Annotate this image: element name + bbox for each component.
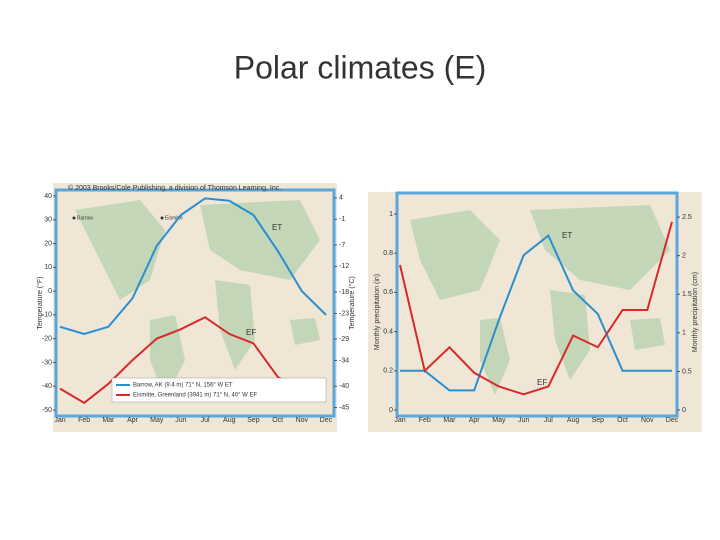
- x-tick-label: Nov: [641, 417, 654, 424]
- y-tick-label: -20: [42, 336, 52, 343]
- x-tick-label: Jan: [394, 417, 405, 424]
- annotation: ET: [272, 223, 282, 232]
- y-tick-label: -40: [42, 383, 52, 390]
- y-tick-label: 0: [389, 407, 393, 414]
- y2-tick-label: -12: [339, 263, 349, 270]
- y-tick-label: 0.2: [383, 368, 393, 375]
- credit: © 2003 Brooks/Cole Publishing, a divisio…: [68, 184, 281, 192]
- y-tick-label: 0: [48, 288, 52, 295]
- annotation: EF: [537, 378, 547, 387]
- y-tick-label: 30: [44, 217, 52, 224]
- y2-axis-label: Temperature (°C): [348, 276, 356, 330]
- x-tick-label: Jun: [518, 417, 529, 424]
- y2-tick-label: 0.5: [682, 368, 692, 375]
- y2-tick-label: -23: [339, 310, 349, 317]
- y-axis-label: Temperature (°F): [36, 277, 44, 330]
- x-tick-label: Aug: [567, 417, 580, 424]
- y2-tick-label: -1: [339, 216, 345, 223]
- y2-tick-label: 1: [682, 330, 686, 337]
- y2-tick-label: 2: [682, 253, 686, 260]
- x-tick-label: Nov: [296, 417, 309, 424]
- series-line: [399, 221, 673, 396]
- y-tick-label: 1: [389, 211, 393, 218]
- map-label: Barrow: [77, 215, 93, 221]
- annotation: EF: [246, 328, 256, 337]
- y-tick-label: 40: [44, 193, 52, 200]
- y2-tick-label: -34: [339, 357, 349, 364]
- x-tick-label: Mar: [443, 417, 456, 424]
- annotation: ET: [562, 231, 572, 240]
- y-tick-label: 0.4: [383, 328, 393, 335]
- y-tick-label: 10: [44, 264, 52, 271]
- y-axis-label: Monthly precipitation (in): [374, 274, 381, 350]
- slide-title: Polar climates (E): [234, 49, 487, 85]
- y2-tick-label: 0: [682, 407, 686, 414]
- y2-tick-label: -7: [339, 242, 345, 249]
- x-tick-label: Dec: [320, 417, 333, 424]
- map-label: Eismitte: [165, 215, 183, 221]
- map-marker: [160, 216, 164, 220]
- y-tick-label: 0.8: [383, 250, 393, 257]
- y2-tick-label: -18: [339, 289, 349, 296]
- y-tick-label: 20: [44, 240, 52, 247]
- plot-frame: [54, 188, 336, 418]
- series-line: [59, 197, 327, 335]
- x-tick-label: Oct: [272, 417, 283, 424]
- legend-label: Barrow, AK (9.4 m) 71° N, 156° W ET: [133, 383, 233, 389]
- x-tick-label: Jan: [54, 417, 65, 424]
- y2-tick-label: 1.5: [682, 291, 692, 298]
- series-line: [400, 233, 672, 392]
- legend-label: Eismitte, Greenland (3941 m) 71° N, 40° …: [133, 393, 258, 399]
- x-tick-label: Aug: [223, 417, 236, 424]
- y-tick-label: -10: [42, 312, 52, 319]
- map-marker: [72, 216, 76, 220]
- x-tick-label: Oct: [617, 417, 628, 424]
- x-tick-label: May: [492, 417, 506, 424]
- x-tick-label: Mar: [102, 417, 115, 424]
- x-tick-label: Jul: [201, 417, 210, 424]
- y-tick-label: 0.6: [383, 289, 393, 296]
- y2-tick-label: 2.5: [682, 214, 692, 221]
- y2-axis-label: Monthly precipitation (cm): [692, 272, 699, 352]
- y-tick-label: -50: [42, 407, 52, 414]
- x-tick-label: Sep: [247, 417, 260, 424]
- plot-frame: [395, 191, 679, 418]
- x-tick-label: Apr: [469, 417, 481, 424]
- y-tick-label: -30: [42, 359, 52, 366]
- x-tick-label: Sep: [592, 417, 605, 424]
- y2-tick-label: 4: [339, 195, 343, 202]
- x-tick-label: Jul: [544, 417, 553, 424]
- x-tick-label: May: [150, 417, 164, 424]
- x-tick-label: Apr: [127, 417, 139, 424]
- y2-tick-label: -45: [339, 404, 349, 411]
- y2-tick-label: -40: [339, 383, 349, 390]
- legend-box: [111, 377, 327, 403]
- map-shapes: [75, 200, 670, 400]
- x-tick-label: Jun: [175, 417, 186, 424]
- x-tick-label: Feb: [78, 417, 90, 424]
- y2-tick-label: -29: [339, 336, 349, 343]
- x-tick-label: Feb: [419, 417, 431, 424]
- x-tick-label: Dec: [666, 417, 679, 424]
